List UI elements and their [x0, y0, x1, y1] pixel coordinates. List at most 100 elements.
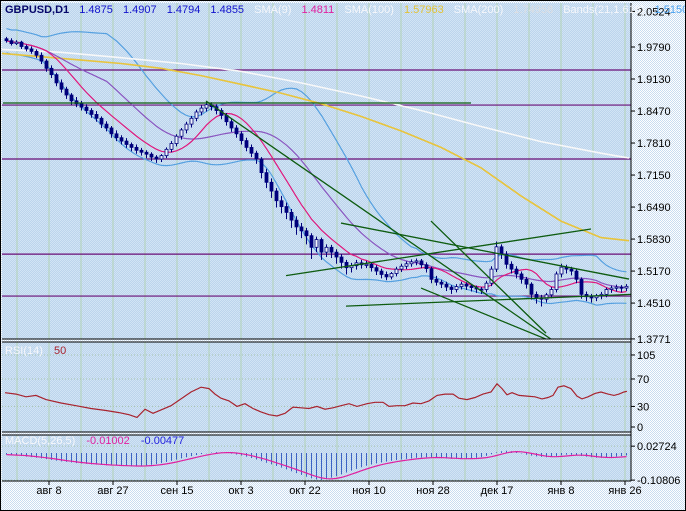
candle-bear — [99, 117, 104, 125]
candle-bull — [389, 273, 394, 278]
candle-bull — [174, 135, 179, 144]
rsi-plot-area[interactable] — [2, 342, 631, 432]
trendline — [285, 228, 592, 277]
candle-bear — [109, 127, 114, 135]
candle-bear — [94, 114, 99, 119]
price-axis-label: 1.7150 — [637, 170, 671, 182]
candle-bull — [179, 129, 184, 137]
candle-bear — [239, 133, 244, 142]
trendline — [340, 222, 630, 280]
candle-bear — [299, 226, 304, 232]
candle-bear — [579, 278, 584, 295]
candle-bull — [459, 283, 464, 287]
candle-bear — [309, 235, 314, 248]
price-axis-label: 1.8470 — [637, 106, 671, 118]
axes-labels[interactable]: 2.0524 1.9790 1.9130 1.8470 1.7810 1.7150 1.64… — [36, 6, 680, 497]
date-axis-label: дек 17 — [481, 485, 514, 497]
candle-bear — [144, 151, 149, 155]
candle-bear — [574, 270, 579, 280]
candle-bull — [609, 287, 614, 290]
candle-bull — [414, 260, 419, 263]
candle-bull — [14, 41, 19, 45]
candle-bear — [419, 260, 424, 266]
candle-bull — [604, 289, 609, 295]
candle-bear — [274, 190, 279, 202]
candle-bear — [104, 123, 109, 129]
candle-bear — [444, 283, 449, 288]
candle-bear — [114, 133, 119, 139]
candle-bear — [259, 158, 264, 174]
candle-bear — [249, 146, 254, 154]
price-axis-label: 1.5830 — [637, 234, 671, 246]
candle-bear — [34, 50, 39, 56]
macd-layer — [6, 450, 627, 481]
candle-bear — [119, 137, 124, 142]
sma100-label: SMA(100) — [344, 4, 394, 16]
candle-bull — [364, 263, 369, 266]
date-axis-label: авг 8 — [36, 485, 61, 497]
date-axis-label: ноя 10 — [352, 485, 385, 497]
macd-axis-label: -0.10806 — [637, 475, 680, 487]
candle-bear — [124, 140, 129, 145]
date-axis-label: сен 15 — [161, 485, 194, 497]
bands-upper-value: 1.51501 — [654, 4, 685, 16]
candle-bear — [319, 239, 324, 253]
candle-bear — [339, 256, 344, 263]
trendline — [420, 287, 547, 339]
macd-signal-value: -0.00477 — [140, 435, 185, 447]
candle-bull — [454, 286, 459, 290]
candle-bull — [184, 123, 189, 131]
candle-bear — [569, 268, 574, 272]
bands-label: Bands(21,1.618) — [563, 4, 645, 16]
candle-bear — [59, 82, 64, 90]
candle-bull — [554, 273, 559, 290]
rsi-label-bar: RSI(14) 50 — [5, 345, 66, 357]
candle-bull — [614, 286, 619, 289]
price-axis-label: 1.4510 — [637, 298, 671, 310]
date-axis-label: янв 8 — [547, 485, 574, 497]
candle-bear — [384, 274, 389, 278]
candle-bear — [279, 200, 284, 207]
candle-bear — [519, 273, 524, 280]
candle-bull — [204, 104, 209, 109]
trendline — [205, 100, 552, 339]
candle-bear — [139, 149, 144, 153]
candle-bear — [269, 181, 274, 192]
candle-bear — [244, 140, 249, 148]
rsi-axis-label: 105 — [637, 350, 655, 362]
sma9-value: 1.4811 — [301, 4, 335, 16]
candle-bear — [374, 267, 379, 272]
candle-bull — [159, 155, 164, 160]
candle-bear — [514, 268, 519, 275]
candle-bull — [549, 289, 554, 296]
sma200-label: SMA(200) — [453, 4, 504, 16]
candle-bull — [404, 263, 409, 267]
candle-bear — [284, 206, 289, 213]
price-axis-label: 1.9790 — [637, 42, 671, 54]
candle-bear — [619, 286, 624, 289]
candle-bear — [304, 230, 309, 237]
candle-bull — [199, 107, 204, 113]
candle-bear — [254, 152, 259, 160]
candle-bear — [369, 263, 374, 269]
candle-bear — [9, 40, 14, 45]
candle-bear — [294, 219, 299, 228]
candle-bear — [469, 285, 474, 288]
candle-bear — [289, 211, 294, 221]
candle-bull — [399, 265, 404, 270]
macd-indicator-label: MACD(5,26,5) — [5, 435, 76, 447]
candle-bull — [409, 261, 414, 265]
rsi-axis-label: 30 — [637, 401, 649, 413]
sma100-value: 1.57963 — [403, 4, 444, 16]
candle-bear — [379, 270, 384, 275]
candle-bear — [424, 264, 429, 270]
macd-label-bar: MACD(5,26,5) -0.01002 -0.00477 — [5, 435, 184, 447]
trendline — [345, 293, 631, 307]
candle-bear — [264, 172, 269, 183]
date-axis-label: окт 3 — [228, 485, 253, 497]
candle-bear — [49, 67, 54, 76]
main-plot-area[interactable] — [2, 3, 631, 339]
price-axis-label: 2.0524 — [637, 6, 671, 18]
price-axis-label: 1.6490 — [637, 202, 671, 214]
